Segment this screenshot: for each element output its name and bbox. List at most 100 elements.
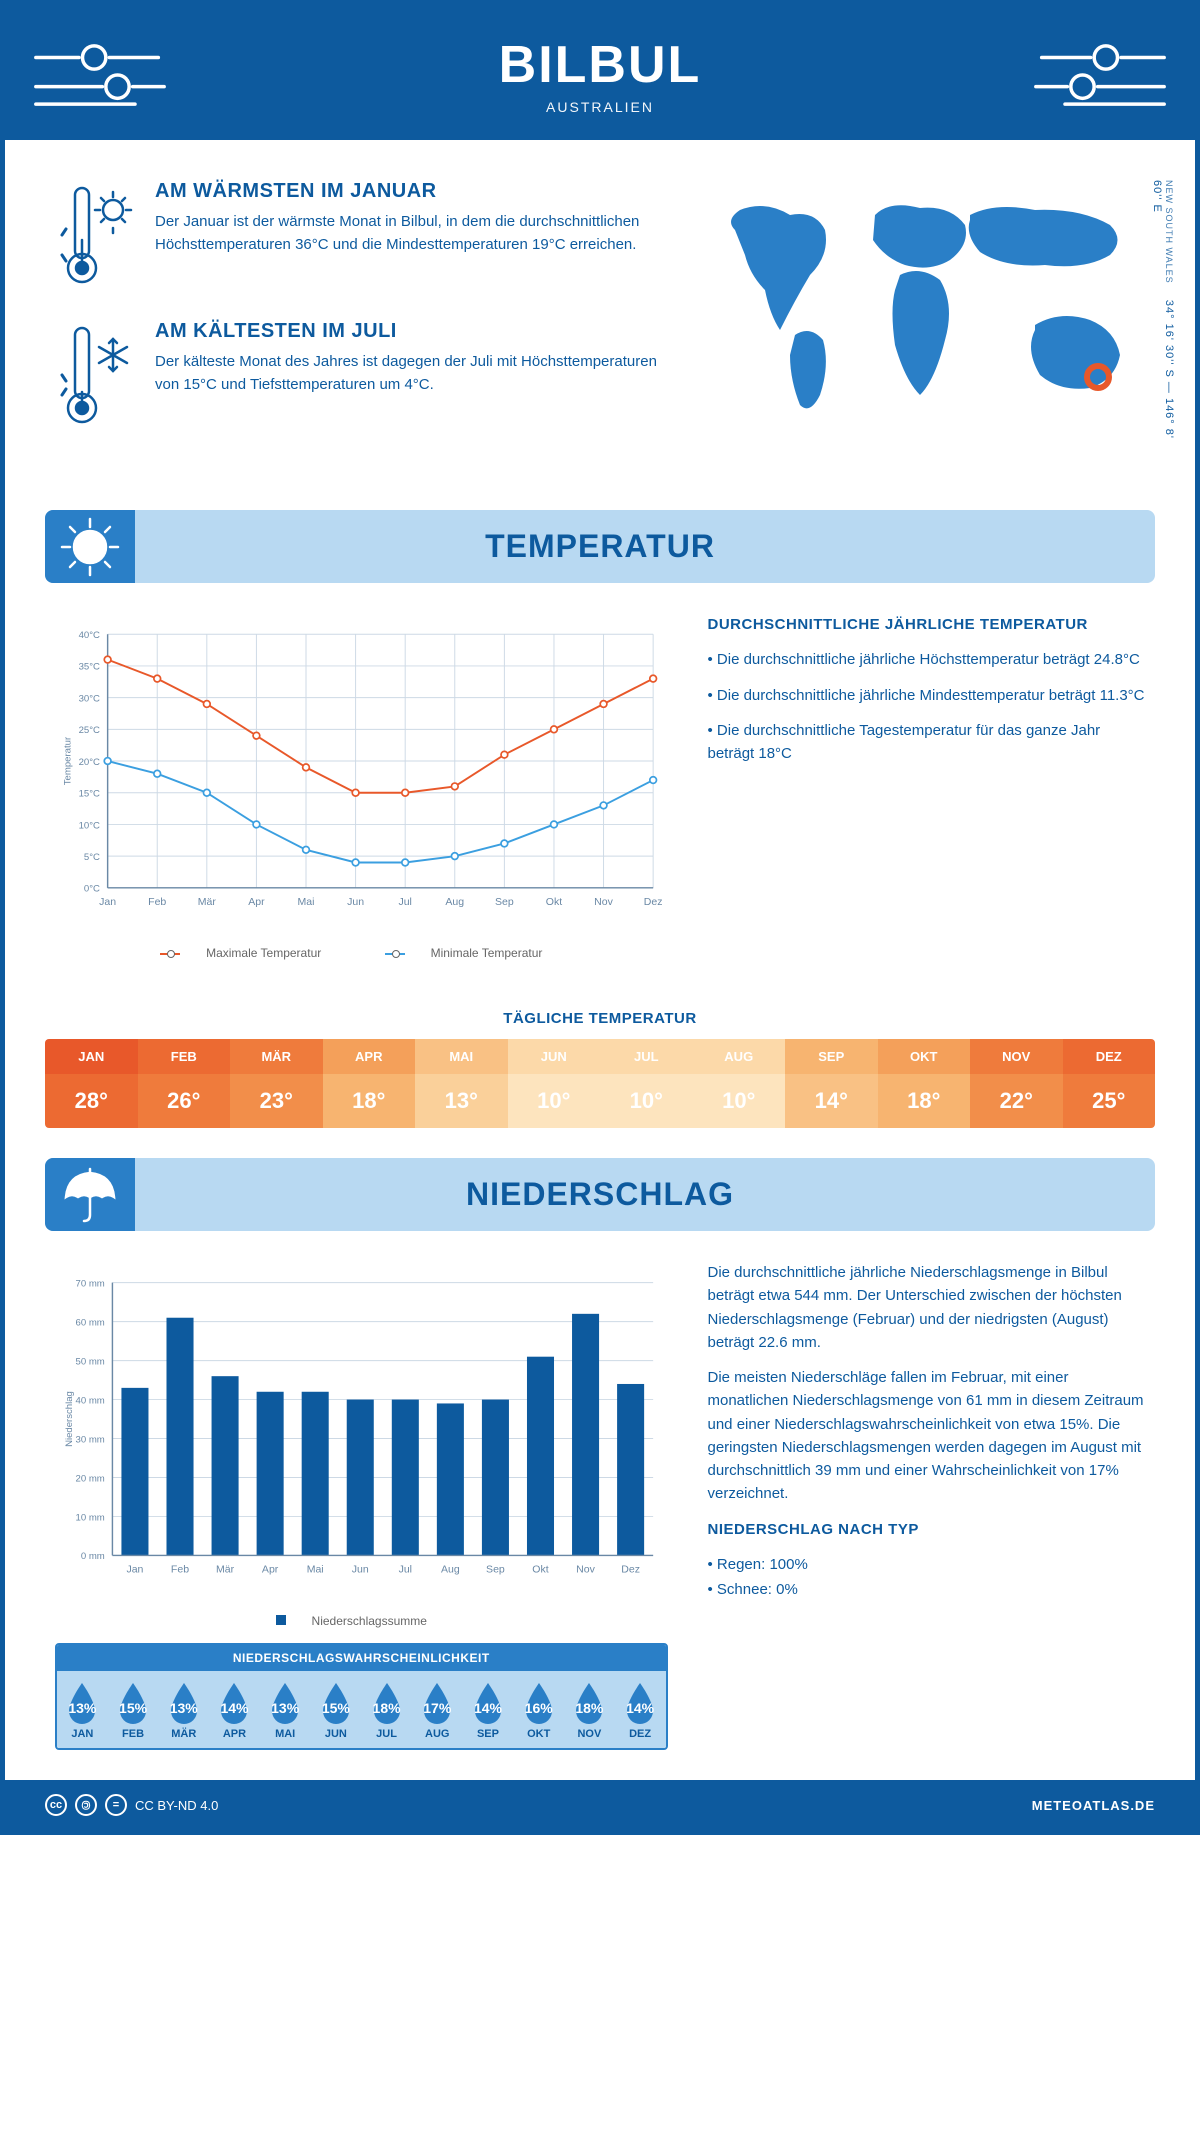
prob-cell: 14% APR — [209, 1671, 260, 1748]
temp-text-title: DURCHSCHNITTLICHE JÄHRLICHE TEMPERATUR — [708, 613, 1146, 636]
precip-prob-row: 13% JAN 15% FEB 13% MÄR 14% APR 13% MAI … — [57, 1671, 666, 1748]
precip-type-title: NIEDERSCHLAG NACH TYP — [708, 1518, 1146, 1541]
svg-text:Dez: Dez — [644, 896, 663, 908]
legend-min: Minimale Temperatur — [431, 946, 543, 960]
temp-text-area: DURCHSCHNITTLICHE JÄHRLICHE TEMPERATUR •… — [708, 613, 1146, 960]
svg-text:Okt: Okt — [546, 896, 562, 908]
temp-col: MAI 13° — [415, 1039, 508, 1128]
svg-text:Jan: Jan — [126, 1564, 143, 1576]
site-name: METEOATLAS.DE — [1032, 1798, 1155, 1813]
prob-cell: 13% MAI — [260, 1671, 311, 1748]
temp-chart-area: 0°C5°C10°C15°C20°C25°C30°C35°C40°CJanFeb… — [55, 613, 668, 960]
city-title: BILBUL — [25, 35, 1175, 95]
temp-bullet-0: • Die durchschnittliche jährliche Höchst… — [708, 648, 1146, 671]
svg-text:10°C: 10°C — [79, 820, 100, 831]
temp-section-title: TEMPERATUR — [65, 528, 1135, 565]
temp-section-head: TEMPERATUR — [45, 510, 1155, 583]
svg-text:Mai: Mai — [307, 1564, 324, 1576]
prob-cell: 17% AUG — [412, 1671, 463, 1748]
precip-legend: Niederschlagssumme — [55, 1614, 668, 1628]
intro-facts: AM WÄRMSTEN IM JANUAR Der Januar ist der… — [55, 180, 665, 460]
svg-text:Feb: Feb — [171, 1564, 189, 1576]
temp-bullet-1: • Die durchschnittliche jährliche Mindes… — [708, 684, 1146, 707]
svg-text:Okt: Okt — [532, 1564, 548, 1576]
svg-text:Nov: Nov — [594, 896, 613, 908]
svg-text:Jul: Jul — [399, 1564, 412, 1576]
temp-col: AUG 10° — [693, 1039, 786, 1128]
svg-text:20°C: 20°C — [79, 757, 100, 768]
precip-section-body: 0 mm10 mm20 mm30 mm40 mm50 mm60 mm70 mmJ… — [5, 1231, 1195, 1780]
precip-section-title: NIEDERSCHLAG — [65, 1176, 1135, 1213]
svg-text:Sep: Sep — [486, 1564, 505, 1576]
temp-col: JAN 28° — [45, 1039, 138, 1128]
svg-text:0 mm: 0 mm — [81, 1551, 105, 1562]
precip-para-2: Die meisten Niederschläge fallen im Febr… — [708, 1366, 1146, 1506]
header: BILBUL AUSTRALIEN — [5, 5, 1195, 140]
temp-line-chart: 0°C5°C10°C15°C20°C25°C30°C35°C40°CJanFeb… — [55, 613, 668, 933]
nd-icon: = — [105, 1794, 127, 1816]
svg-text:40 mm: 40 mm — [76, 1395, 105, 1406]
svg-text:Jan: Jan — [99, 896, 116, 908]
svg-text:Feb: Feb — [148, 896, 166, 908]
precip-para-1: Die durchschnittliche jährliche Niedersc… — [708, 1261, 1146, 1354]
svg-text:35°C: 35°C — [79, 662, 100, 673]
temp-col: JUN 10° — [508, 1039, 601, 1128]
precip-text-area: Die durchschnittliche jährliche Niedersc… — [708, 1261, 1146, 1750]
svg-text:Apr: Apr — [248, 896, 265, 908]
svg-text:Aug: Aug — [441, 1564, 460, 1576]
prob-cell: 15% JUN — [311, 1671, 362, 1748]
temp-col: APR 18° — [323, 1039, 416, 1128]
svg-text:30 mm: 30 mm — [76, 1434, 105, 1445]
temp-col: DEZ 25° — [1063, 1039, 1156, 1128]
temp-col: JUL 10° — [600, 1039, 693, 1128]
svg-text:Aug: Aug — [445, 896, 464, 908]
coordinates: NEW SOUTH WALES 34° 16' 30'' S — 146° 8'… — [1151, 180, 1175, 460]
prob-cell: 16% OKT — [513, 1671, 564, 1748]
prob-cell: 14% SEP — [463, 1671, 514, 1748]
svg-text:Temperatur: Temperatur — [62, 736, 73, 785]
daily-temp-table: JAN 28° FEB 26° MÄR 23° APR 18° MAI 13° … — [45, 1039, 1155, 1128]
svg-text:Sep: Sep — [495, 896, 514, 908]
prob-cell: 13% JAN — [57, 1671, 108, 1748]
temp-col: NOV 22° — [970, 1039, 1063, 1128]
fact-cold-body: Der kälteste Monat des Jahres ist dagege… — [155, 351, 665, 396]
svg-text:15°C: 15°C — [79, 789, 100, 800]
footer: cc 🄯 = CC BY-ND 4.0 METEOATLAS.DE — [5, 1780, 1195, 1830]
temp-col: MÄR 23° — [230, 1039, 323, 1128]
fact-cold-title: AM KÄLTESTEN IM JULI — [155, 320, 665, 343]
svg-text:60 mm: 60 mm — [76, 1317, 105, 1328]
license-text: CC BY-ND 4.0 — [135, 1798, 218, 1813]
precip-type-1: • Schnee: 0% — [708, 1578, 1146, 1601]
daily-temp-title: TÄGLICHE TEMPERATUR — [5, 1010, 1195, 1027]
svg-text:Jul: Jul — [398, 896, 411, 908]
svg-text:5°C: 5°C — [84, 852, 100, 863]
fact-warm-title: AM WÄRMSTEN IM JANUAR — [155, 180, 665, 203]
prob-cell: 14% DEZ — [615, 1671, 666, 1748]
svg-text:70 mm: 70 mm — [76, 1278, 105, 1289]
region-label: NEW SOUTH WALES — [1164, 180, 1174, 284]
precip-legend-label: Niederschlagssumme — [312, 1614, 427, 1628]
temp-bullet-2: • Die durchschnittliche Tagestemperatur … — [708, 719, 1146, 766]
svg-text:Jun: Jun — [347, 896, 364, 908]
precip-chart-area: 0 mm10 mm20 mm30 mm40 mm50 mm60 mm70 mmJ… — [55, 1261, 668, 1750]
svg-text:0°C: 0°C — [84, 884, 100, 895]
intro-section: AM WÄRMSTEN IM JANUAR Der Januar ist der… — [5, 140, 1195, 490]
temp-section-body: 0°C5°C10°C15°C20°C25°C30°C35°C40°CJanFeb… — [5, 583, 1195, 990]
cc-icon: cc — [45, 1794, 67, 1816]
precip-prob-box: NIEDERSCHLAGSWAHRSCHEINLICHKEIT 13% JAN … — [55, 1643, 668, 1750]
prob-cell: 18% JUL — [361, 1671, 412, 1748]
svg-text:Niederschlag: Niederschlag — [64, 1391, 75, 1447]
umbrella-tab-icon — [45, 1158, 135, 1231]
thermometer-sun-icon — [55, 180, 135, 290]
prob-cell: 18% NOV — [564, 1671, 615, 1748]
temp-col: SEP 14° — [785, 1039, 878, 1128]
license-block: cc 🄯 = CC BY-ND 4.0 — [45, 1794, 218, 1816]
precip-bar-chart: 0 mm10 mm20 mm30 mm40 mm50 mm60 mm70 mmJ… — [55, 1261, 668, 1601]
precip-prob-title: NIEDERSCHLAGSWAHRSCHEINLICHKEIT — [57, 1645, 666, 1671]
by-icon: 🄯 — [75, 1794, 97, 1816]
svg-text:Jun: Jun — [352, 1564, 369, 1576]
temp-col: OKT 18° — [878, 1039, 971, 1128]
svg-text:10 mm: 10 mm — [76, 1512, 105, 1523]
prob-cell: 13% MÄR — [158, 1671, 209, 1748]
svg-text:30°C: 30°C — [79, 693, 100, 704]
